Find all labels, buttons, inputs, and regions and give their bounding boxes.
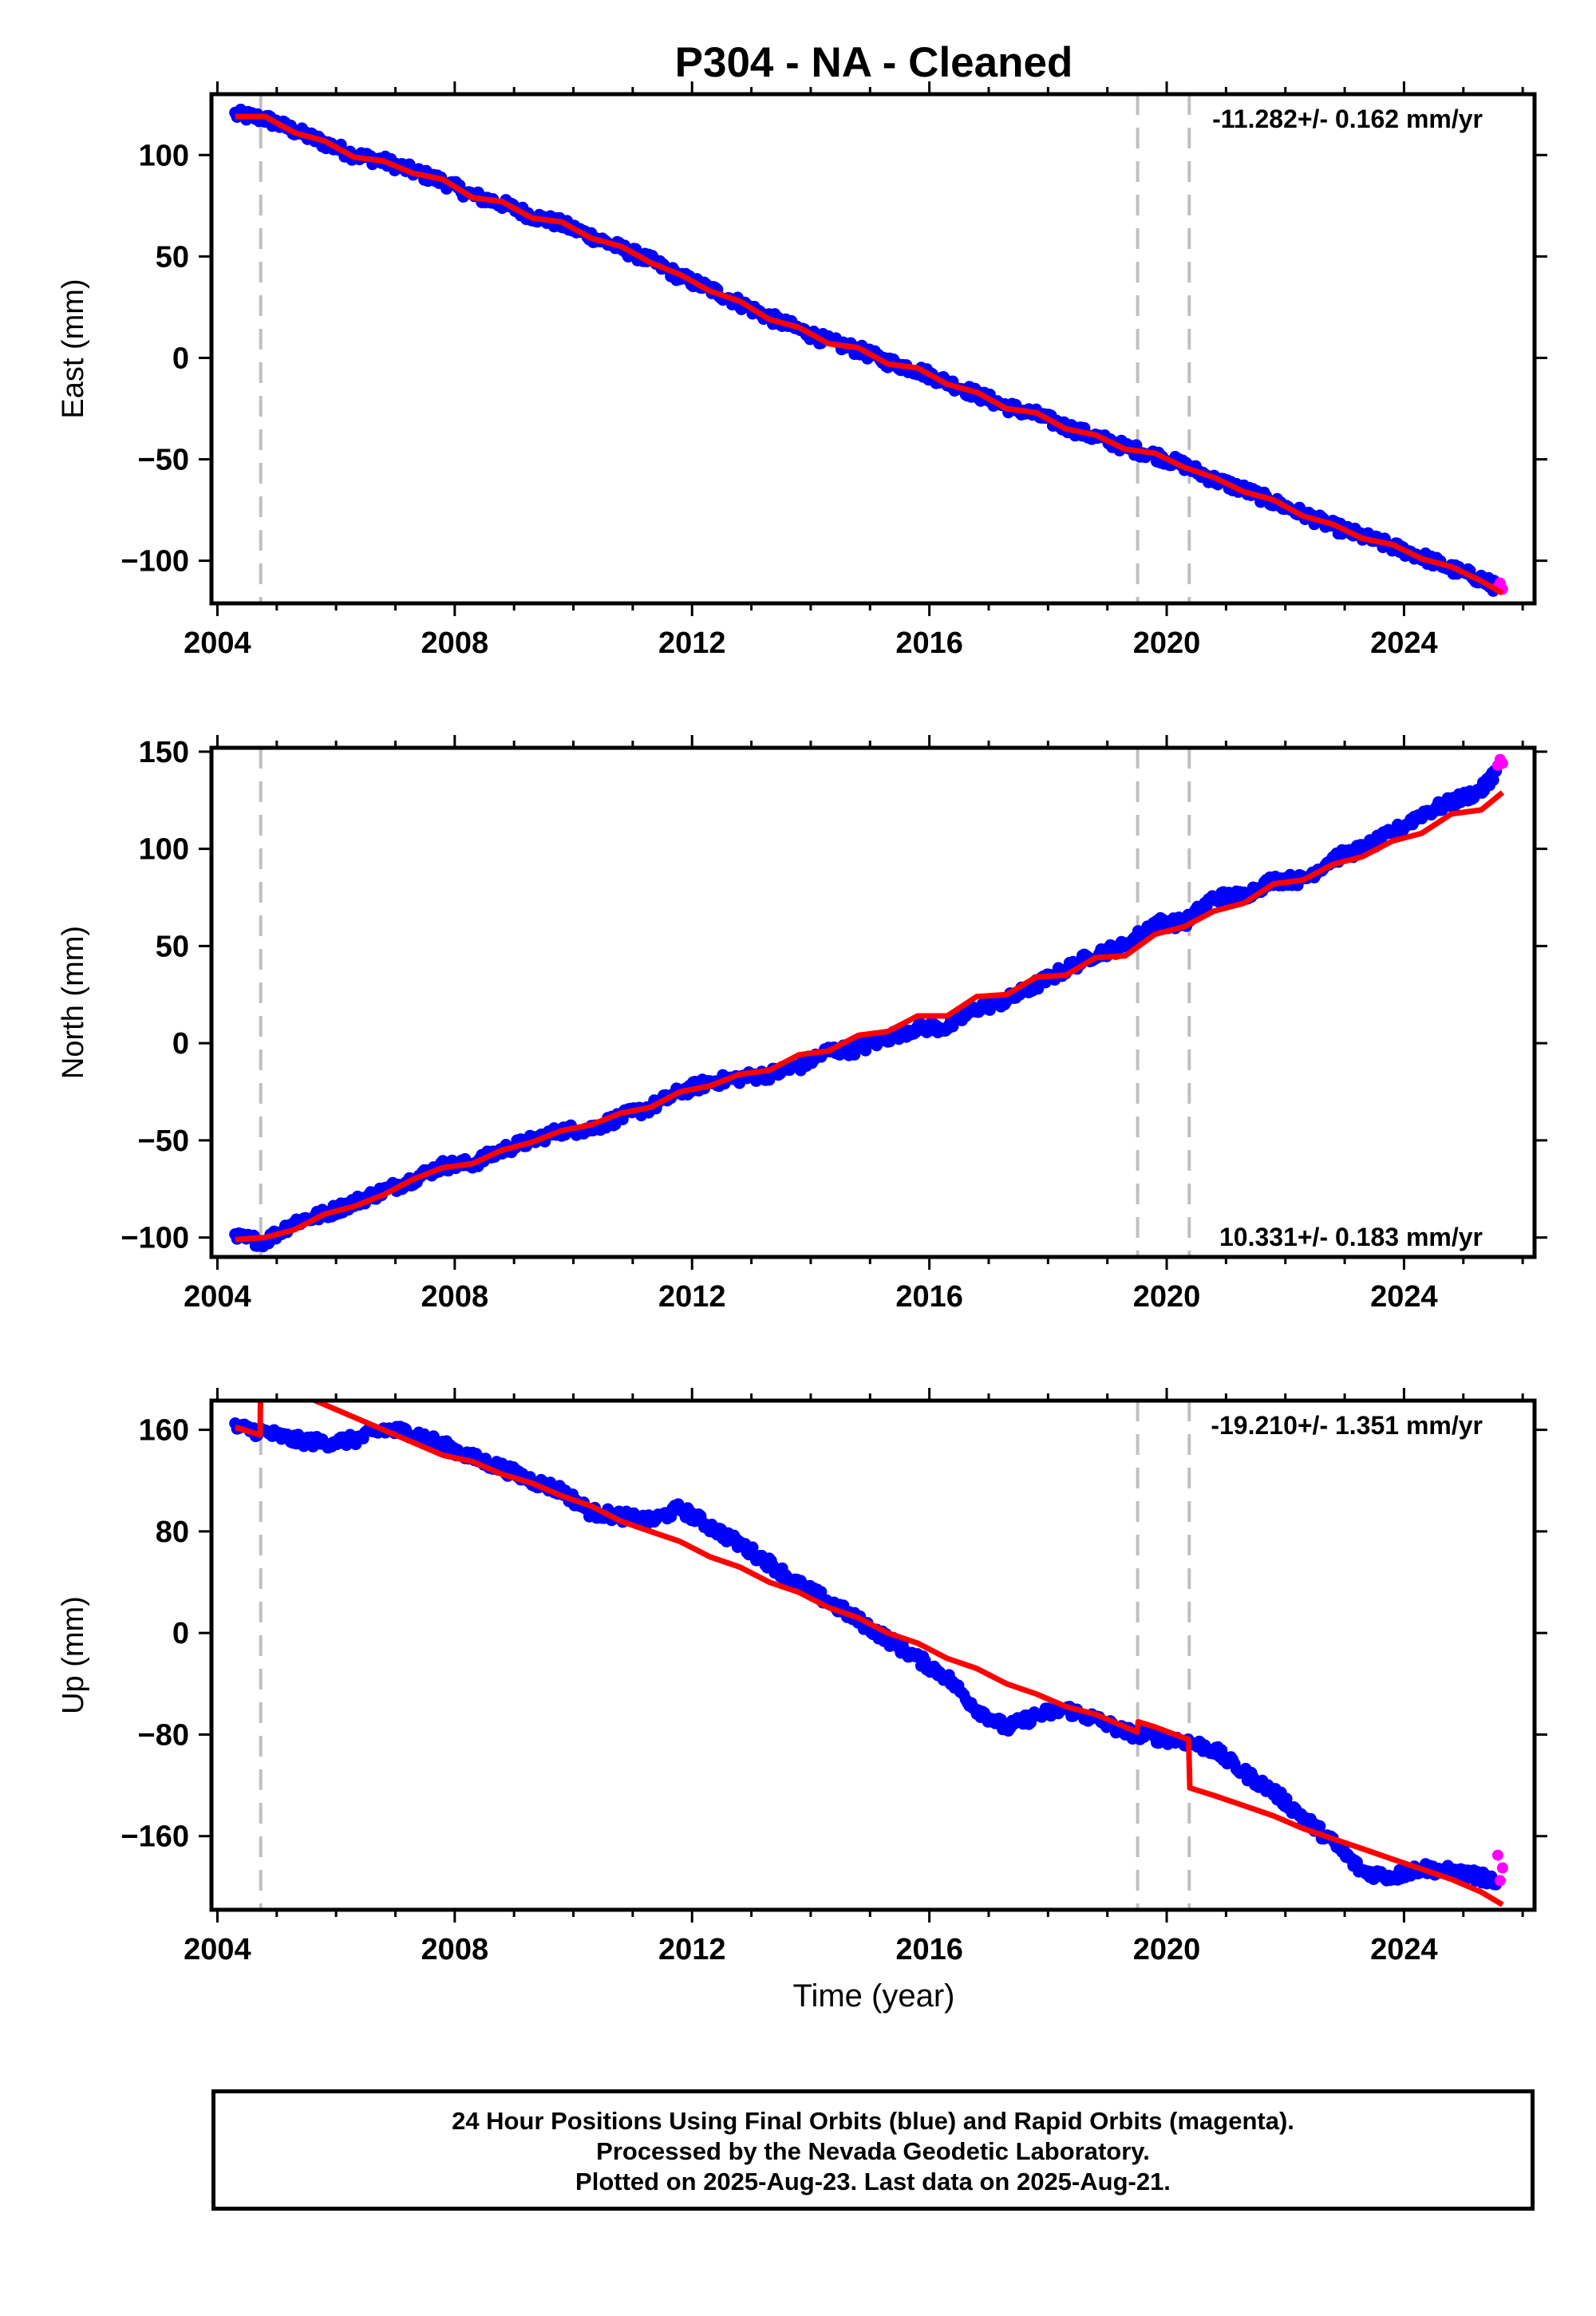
x-tick-label: 2012 bbox=[658, 626, 726, 660]
plot-area bbox=[229, 1401, 1508, 1910]
y-tick-label: 0 bbox=[172, 1027, 189, 1061]
plot-area bbox=[229, 94, 1508, 603]
x-tick-label: 2024 bbox=[1370, 626, 1438, 660]
panels: 2004 2008 2012 2016 2020 2024 −100 −50 0 50 100 Eas… bbox=[57, 81, 1547, 1966]
rate-label: 10.331+/- 0.183 mm/yr bbox=[1219, 1223, 1483, 1251]
x-tick-label: 2020 bbox=[1133, 1933, 1201, 1966]
y-tick-label: 80 bbox=[156, 1516, 189, 1549]
x-tick-label: 2020 bbox=[1133, 1280, 1201, 1314]
model-line-up bbox=[234, 1401, 1504, 1907]
rapid-orbit-point bbox=[1496, 757, 1508, 769]
y-tick-label: 100 bbox=[139, 139, 189, 172]
x-tick-label: 2020 bbox=[1133, 626, 1201, 660]
rate-label: -19.210+/- 1.351 mm/yr bbox=[1211, 1411, 1483, 1440]
panel-frame bbox=[209, 1398, 1537, 1912]
caption-box: 24 Hour Positions Using Final Orbits (bl… bbox=[211, 2089, 1535, 2211]
rate-label: -11.282+/- 0.162 mm/yr bbox=[1212, 105, 1483, 133]
x-tick-label: 2008 bbox=[421, 1933, 489, 1966]
x-tick-label: 2016 bbox=[895, 626, 963, 660]
x-tick-label: 2012 bbox=[658, 1933, 726, 1966]
y-tick-label: 100 bbox=[139, 833, 189, 867]
x-tick-label: 2024 bbox=[1370, 1933, 1438, 1966]
panel-north: 2004 2008 2012 2016 2020 2024 −100 −50 0 50 100 150… bbox=[57, 735, 1547, 1314]
x-axis-label: Time (year) bbox=[793, 1978, 955, 2014]
x-tick-label: 2024 bbox=[1370, 1280, 1438, 1314]
y-axis-label: Up (mm) bbox=[57, 1596, 90, 1714]
model-line-north bbox=[235, 790, 1505, 1243]
panel-up: 2004 2008 2012 2016 2020 2024 −160 −80 0 80 160 Up … bbox=[57, 1388, 1547, 1966]
rapid-orbit-point bbox=[1496, 1862, 1508, 1874]
x-tick-label: 2016 bbox=[895, 1933, 963, 1966]
x-tick-label: 2004 bbox=[184, 1933, 251, 1966]
panel-east: 2004 2008 2012 2016 2020 2024 −100 −50 0 50 100 Eas… bbox=[57, 81, 1547, 660]
caption-line-3: Plotted on 2025-Aug-23. Last data on 202… bbox=[575, 2168, 1171, 2195]
figure-title: P304 - NA - Cleaned bbox=[675, 39, 1073, 86]
x-tick-label: 2012 bbox=[658, 1280, 726, 1314]
y-tick-label: 0 bbox=[172, 1617, 189, 1650]
y-tick-label: 50 bbox=[156, 240, 189, 274]
y-axis-label: East (mm) bbox=[57, 279, 90, 418]
y-tick-label: 150 bbox=[139, 736, 189, 769]
y-tick-label: 50 bbox=[156, 930, 189, 963]
y-tick-label: −50 bbox=[138, 444, 189, 477]
panel-frame bbox=[209, 745, 1537, 1259]
y-tick-label: 160 bbox=[139, 1414, 189, 1448]
y-tick-label: −80 bbox=[138, 1718, 189, 1752]
y-tick-label: 0 bbox=[172, 342, 189, 375]
rapid-orbit-point bbox=[1494, 1875, 1506, 1887]
y-tick-label: −160 bbox=[120, 1820, 189, 1854]
rapid-orbit-point bbox=[1491, 1849, 1503, 1861]
x-tick-label: 2004 bbox=[184, 1280, 251, 1314]
x-tick-label: 2004 bbox=[184, 626, 251, 660]
caption-line-1: 24 Hour Positions Using Final Orbits (bl… bbox=[452, 2107, 1294, 2135]
final-orbit-points bbox=[229, 1417, 1503, 1891]
x-tick-label: 2008 bbox=[421, 1280, 489, 1314]
x-tick-label: 2008 bbox=[421, 626, 489, 660]
y-tick-label: −100 bbox=[120, 1222, 189, 1255]
y-axis-label: North (mm) bbox=[57, 926, 90, 1079]
model-line-east bbox=[235, 113, 1504, 596]
y-tick-label: −100 bbox=[120, 545, 189, 579]
final-orbit-point bbox=[1314, 1820, 1326, 1832]
plot-area bbox=[229, 748, 1508, 1257]
final-orbit-point bbox=[1280, 1792, 1293, 1805]
x-tick-label: 2016 bbox=[895, 1280, 963, 1314]
caption-line-2: Processed by the Nevada Geodetic Laborat… bbox=[596, 2137, 1150, 2165]
y-tick-label: −50 bbox=[138, 1124, 189, 1158]
panel-frame bbox=[209, 92, 1537, 606]
